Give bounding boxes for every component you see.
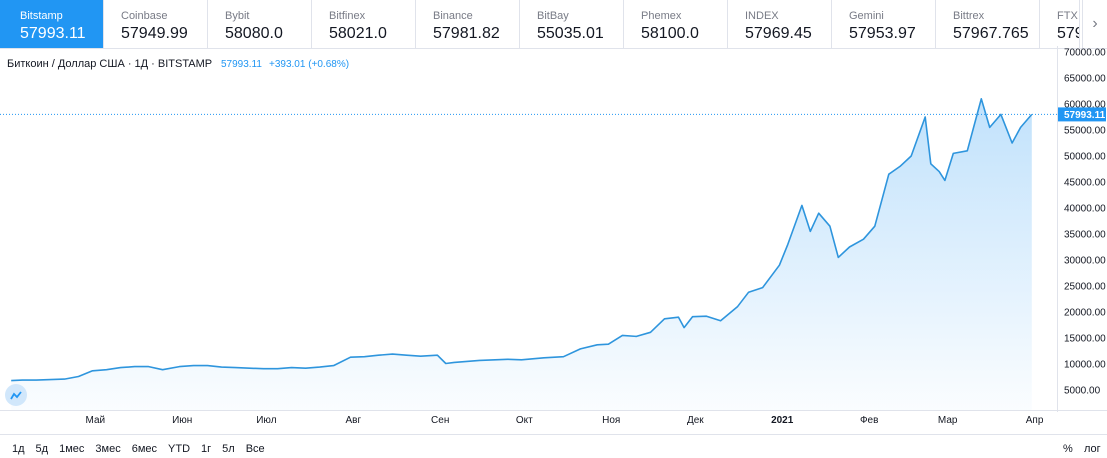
bottom-toolbar: 1д 5д 1мес 3мес 6мес YTD 1г 5л Все % лог xyxy=(0,434,1107,458)
exchange-price: 57981.82 xyxy=(433,25,500,42)
log-scale-toggle[interactable]: лог xyxy=(1084,443,1101,455)
percent-scale-toggle[interactable]: % xyxy=(1063,443,1073,455)
cloud-icon xyxy=(10,390,22,399)
x-tick-label: Сен xyxy=(431,415,449,426)
exchange-tab-phemex[interactable]: Phemex 58100.0 xyxy=(624,0,728,48)
exchange-tab-gemini[interactable]: Gemini 57953.97 xyxy=(832,0,936,48)
x-tick-label: Июл xyxy=(256,415,276,426)
exchange-price: 55035.01 xyxy=(537,25,604,42)
range-button[interactable]: 1г xyxy=(201,443,212,455)
price-chart[interactable]: 5000.00 10000.00 15000.00 20000.00 25000.00 3… xyxy=(0,46,1107,434)
last-price-badge xyxy=(1058,107,1106,122)
exchange-name: Gemini xyxy=(849,10,884,22)
x-tick-label: Май xyxy=(86,415,106,426)
exchange-tab-bitstamp[interactable]: Bitstamp 57993.11 xyxy=(0,0,104,48)
x-tick-label: 2021 xyxy=(771,415,794,426)
exchange-price: 58080.0 xyxy=(225,25,283,42)
exchange-tab-ftx[interactable]: FTX 57981 xyxy=(1040,0,1080,48)
exchange-price: 57949.99 xyxy=(121,25,188,42)
x-tick-label: Авг xyxy=(345,415,361,426)
exchange-price: 57993.11 xyxy=(20,25,86,42)
y-tick-label: 55000.00 xyxy=(1064,126,1106,137)
symbol-title: Биткоин / Доллар США · 1Д · BITSTAMP xyxy=(7,58,212,70)
range-button[interactable]: 5л xyxy=(222,443,235,455)
exchange-price: 57967.765 xyxy=(953,25,1029,42)
exchange-name: FTX xyxy=(1057,10,1078,22)
last-price-badge-label: 57993.11 xyxy=(1064,110,1106,121)
range-button[interactable]: YTD xyxy=(168,443,191,455)
range-button[interactable]: Все xyxy=(245,443,265,455)
exchange-tab-coinbase[interactable]: Coinbase 57949.99 xyxy=(104,0,208,48)
y-tick-label: 10000.00 xyxy=(1064,360,1106,371)
exchange-tab-binance[interactable]: Binance 57981.82 xyxy=(416,0,520,48)
price-line xyxy=(11,98,1033,382)
y-tick-label: 20000.00 xyxy=(1064,308,1106,319)
x-tick-label: Фев xyxy=(860,415,878,426)
exchange-price: 58021.0 xyxy=(329,25,387,42)
exchange-tab-bittrex[interactable]: Bittrex 57967.765 xyxy=(936,0,1040,48)
y-tick-label: 70000.00 xyxy=(1064,48,1106,59)
x-tick-label: Ноя xyxy=(602,415,620,426)
exchange-tab-bitfinex[interactable]: Bitfinex 58021.0 xyxy=(312,0,416,48)
range-button[interactable]: 6мес xyxy=(131,443,158,455)
y-tick-label: 60000.00 xyxy=(1064,100,1106,111)
exchange-name: Bybit xyxy=(225,10,250,22)
range-button[interactable]: 3мес xyxy=(95,443,121,455)
y-tick-label: 45000.00 xyxy=(1064,178,1106,189)
exchange-name: Phemex xyxy=(641,10,682,22)
x-tick-label: Дек xyxy=(687,415,704,426)
price-area xyxy=(11,98,1032,411)
exchange-name: INDEX xyxy=(745,10,779,22)
exchange-name: Binance xyxy=(433,10,473,22)
y-tick-label: 30000.00 xyxy=(1064,256,1106,267)
price-change: +393.01 (+0.68%) xyxy=(269,59,350,70)
range-button[interactable]: 5д xyxy=(35,443,49,455)
exchange-name: BitBay xyxy=(537,10,569,22)
y-tick-label: 65000.00 xyxy=(1064,74,1106,85)
range-button[interactable]: 1д xyxy=(12,443,25,455)
exchange-tab-index[interactable]: INDEX 57969.45 xyxy=(728,0,832,48)
exchange-name: Bitfinex xyxy=(329,10,366,22)
symbol-legend: Биткоин / Доллар США · 1Д · BITSTAMP 579… xyxy=(7,58,349,71)
x-tick-label: Апр xyxy=(1026,415,1044,426)
exchange-price: 57981 xyxy=(1057,25,1079,42)
y-tick-label: 15000.00 xyxy=(1064,334,1106,345)
exchange-price: 57969.45 xyxy=(745,25,812,42)
tradingview-logo-icon[interactable] xyxy=(5,384,27,406)
exchange-price: 58100.0 xyxy=(641,25,699,42)
x-tick-label: Окт xyxy=(516,415,533,426)
x-tick-label: Мар xyxy=(938,415,958,426)
exchange-tab-bybit[interactable]: Bybit 58080.0 xyxy=(208,0,312,48)
exchange-tabs: Bitstamp 57993.11 Coinbase 57949.99 Bybit 580… xyxy=(0,0,1107,49)
y-tick-label: 35000.00 xyxy=(1064,230,1106,241)
exchange-price: 57953.97 xyxy=(849,25,916,42)
exchange-name: Coinbase xyxy=(121,10,168,22)
exchange-tab-bitbay[interactable]: BitBay 55035.01 xyxy=(520,0,624,48)
y-tick-label: 25000.00 xyxy=(1064,282,1106,293)
y-tick-label: 5000.00 xyxy=(1064,386,1101,397)
range-button[interactable]: 1мес xyxy=(59,443,85,455)
y-tick-label: 40000.00 xyxy=(1064,204,1106,215)
exchange-name: Bittrex xyxy=(953,10,985,22)
y-tick-label: 50000.00 xyxy=(1064,152,1106,163)
x-tick-label: Июн xyxy=(172,415,192,426)
range-selector: 1д 5д 1мес 3мес 6мес YTD 1г 5л Все xyxy=(12,443,276,455)
exchange-name: Bitstamp xyxy=(20,10,63,22)
scroll-right-icon[interactable]: › xyxy=(1082,0,1107,48)
last-price: 57993.11 xyxy=(220,59,262,70)
